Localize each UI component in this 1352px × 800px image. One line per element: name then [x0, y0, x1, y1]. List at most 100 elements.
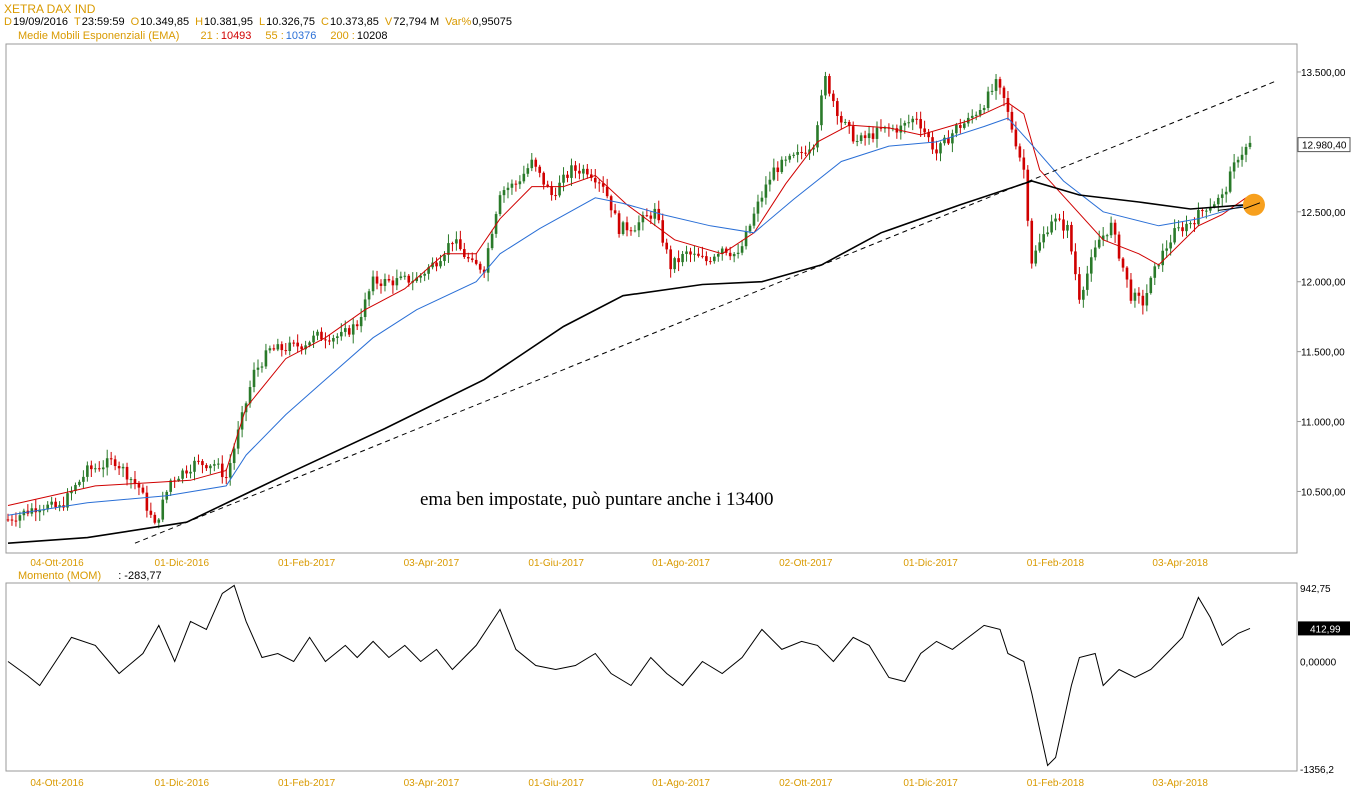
candle [395, 269, 399, 291]
candle-body [280, 344, 284, 351]
candle-body [58, 505, 61, 508]
candle-body [93, 468, 97, 470]
candle [220, 455, 224, 484]
candle [891, 124, 895, 132]
candle [86, 461, 89, 482]
candle-body [899, 125, 903, 133]
candle-body [1010, 111, 1014, 130]
candle-body [78, 481, 81, 485]
momentum-label: Momento (MOM) [18, 570, 102, 582]
momentum-x-tick-label: 01-Dic-2017 [903, 778, 958, 789]
candle-body [1093, 247, 1097, 258]
candle [935, 140, 938, 161]
candle [502, 186, 506, 203]
candle [939, 141, 942, 162]
candle-body [867, 133, 871, 139]
candle [363, 292, 367, 321]
candle-body [927, 132, 930, 138]
candle-body [510, 183, 514, 188]
price-y-tick-label: 11.500,00 [1301, 348, 1345, 359]
ohlc-key-d: D [4, 16, 12, 28]
candle-body [1058, 218, 1061, 220]
candle-body [66, 493, 69, 508]
candle-body [320, 331, 323, 340]
candle [300, 343, 303, 355]
candle-body [970, 115, 974, 118]
candle [209, 464, 212, 475]
candle [705, 251, 708, 266]
candle-body [1113, 222, 1117, 235]
candle-body [272, 348, 276, 350]
candle [1113, 219, 1117, 243]
candle-body [732, 253, 736, 257]
candle [324, 332, 327, 349]
candle [1153, 263, 1157, 286]
candle [641, 211, 645, 231]
candle [1034, 245, 1038, 267]
candle [522, 165, 526, 184]
candle-body [792, 154, 795, 156]
candle [1216, 194, 1220, 212]
candle [109, 451, 113, 466]
candle-body [90, 465, 93, 470]
candle [1189, 221, 1192, 229]
candle [423, 270, 426, 282]
candle-body [1173, 228, 1176, 243]
candle [740, 239, 744, 256]
candle [117, 461, 121, 475]
candle [601, 176, 605, 194]
candle-body [986, 91, 990, 109]
candle-body [1042, 234, 1045, 243]
candle-body [1062, 219, 1065, 231]
price-x-tick-label: 01-Dic-2017 [903, 558, 958, 569]
candle [982, 104, 986, 114]
ema-value-2: 10208 [356, 30, 388, 42]
ohlc-key-c: C [321, 16, 329, 28]
candle-body [256, 367, 260, 370]
candle [1185, 215, 1188, 237]
candle-body [1030, 220, 1034, 264]
candle [597, 179, 601, 192]
axis-layer: 10.500,00 11.000,00 11.500,00 12.000,00 12.5… [30, 68, 1351, 789]
candle [879, 119, 883, 132]
candle [383, 273, 387, 292]
candle-body [903, 122, 907, 126]
candle [1228, 166, 1232, 194]
candle [625, 216, 629, 237]
price-x-tick-label: 04-Ott-2016 [30, 558, 84, 569]
candle [224, 468, 228, 485]
candle [347, 325, 351, 338]
candle-body [129, 479, 133, 481]
candle [1201, 207, 1204, 217]
candle-body [490, 233, 494, 249]
candle [780, 156, 784, 174]
candle-body [808, 149, 811, 154]
candle [764, 176, 768, 205]
candle-body [1216, 197, 1220, 205]
candle-body [776, 167, 780, 173]
candle-body [268, 348, 272, 351]
candle [332, 334, 335, 349]
candle [252, 362, 256, 393]
candle [70, 486, 73, 501]
candle-body [1002, 87, 1006, 98]
candle [1248, 135, 1252, 150]
momentum-line [7, 584, 1251, 767]
candle-body [276, 344, 280, 350]
candle-body [1220, 194, 1224, 198]
ohlc-value-t: 23:59:59 [81, 16, 125, 28]
candle-body [1141, 295, 1145, 306]
candle [189, 464, 192, 479]
price-panel-frame [5, 43, 1298, 554]
candle [883, 125, 887, 133]
candle [955, 122, 958, 138]
candle-body [804, 152, 807, 154]
candle-body [407, 275, 411, 283]
candle-body [538, 166, 542, 173]
candle-body [605, 186, 609, 197]
candle [1050, 214, 1053, 235]
candle-body [264, 350, 268, 367]
candle-body [879, 127, 883, 129]
candle [1002, 85, 1006, 107]
